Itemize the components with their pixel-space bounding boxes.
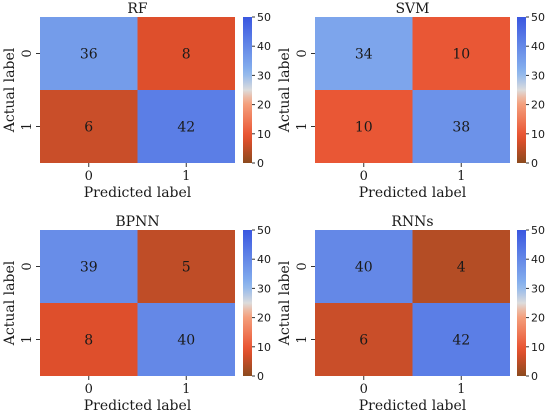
cell-value-label: 5 — [182, 260, 191, 276]
heatmap-cell — [315, 303, 413, 376]
cell-value-label: 4 — [457, 260, 466, 276]
x-tick-label: 1 — [182, 382, 190, 397]
y-tick-label: 1 — [20, 335, 35, 343]
heatmap-cell — [137, 17, 235, 90]
heatmap-cell — [40, 90, 138, 163]
colorbar-tick-label: 10 — [531, 341, 545, 354]
cell-value-label: 8 — [84, 333, 93, 349]
colorbar-tick-label: 20 — [257, 312, 271, 325]
y-axis-label: Actual label — [2, 260, 18, 346]
colorbar-tick-label: 20 — [257, 99, 271, 112]
cell-value-label: 40 — [355, 260, 373, 276]
colorbar — [517, 230, 526, 376]
colorbar-tick-label: 0 — [531, 370, 538, 383]
colorbar-tick-label: 50 — [531, 11, 545, 24]
colorbar-tick-label: 50 — [257, 224, 271, 237]
heatmap-cell — [137, 230, 235, 303]
x-tick-label: 1 — [457, 382, 465, 397]
heatmap-cell — [137, 303, 235, 376]
heatmap-cell — [412, 303, 510, 376]
colorbar-tick-label: 20 — [531, 99, 545, 112]
colorbar-tick-label: 30 — [257, 282, 271, 295]
cell-value-label: 34 — [355, 47, 373, 63]
colorbar-tick-label: 50 — [257, 11, 271, 24]
heatmap-cell — [315, 230, 413, 303]
cell-value-label: 6 — [84, 120, 93, 136]
colorbar-tick-label: 10 — [531, 128, 545, 141]
x-axis-label: Predicted label — [359, 185, 467, 201]
x-tick-label: 0 — [360, 382, 368, 397]
colorbar-tick-label: 10 — [257, 128, 271, 141]
y-tick-label: 0 — [295, 262, 310, 270]
colorbar — [243, 230, 252, 376]
colorbar-tick-label: 30 — [531, 69, 545, 82]
cell-value-label: 10 — [452, 47, 470, 63]
heatmap-cell — [137, 90, 235, 163]
heatmap-cell — [40, 303, 138, 376]
y-tick-label: 0 — [20, 49, 35, 57]
panel-title: SVM — [395, 1, 429, 17]
y-tick-label: 1 — [295, 335, 310, 343]
heatmap-cell — [315, 90, 413, 163]
colorbar-tick-label: 0 — [257, 370, 264, 383]
cell-value-label: 36 — [80, 47, 98, 63]
heatmap-cell — [40, 17, 138, 90]
x-axis-label: Predicted label — [84, 185, 192, 201]
colorbar-tick-label: 40 — [257, 253, 271, 266]
cell-value-label: 10 — [355, 120, 373, 136]
colorbar-tick-label: 30 — [531, 282, 545, 295]
cell-value-label: 38 — [452, 120, 470, 136]
y-axis-label: Actual label — [277, 47, 293, 133]
x-tick-label: 1 — [457, 169, 465, 184]
y-tick-label: 0 — [295, 49, 310, 57]
panel-title: RF — [127, 1, 148, 17]
x-tick-label: 0 — [85, 169, 93, 184]
colorbar-tick-label: 40 — [531, 40, 545, 53]
y-axis-label: Actual label — [2, 47, 18, 133]
heatmap-cell — [315, 17, 413, 90]
colorbar-tick-label: 0 — [257, 157, 264, 170]
y-tick-label: 0 — [20, 262, 35, 270]
cell-value-label: 8 — [182, 47, 191, 63]
y-tick-label: 1 — [20, 122, 35, 130]
cell-value-label: 40 — [177, 333, 195, 349]
x-tick-label: 0 — [360, 169, 368, 184]
cell-value-label: 39 — [80, 260, 98, 276]
x-tick-label: 0 — [85, 382, 93, 397]
colorbar — [243, 17, 252, 163]
x-tick-label: 1 — [182, 169, 190, 184]
x-axis-label: Predicted label — [84, 398, 192, 413]
y-tick-label: 1 — [295, 122, 310, 130]
heatmap-cell — [412, 230, 510, 303]
colorbar-tick-label: 30 — [257, 69, 271, 82]
colorbar-tick-label: 0 — [531, 157, 538, 170]
cell-value-label: 6 — [359, 333, 368, 349]
heatmap-cell — [40, 230, 138, 303]
colorbar-tick-label: 50 — [531, 224, 545, 237]
panel-title: RNNs — [391, 214, 433, 230]
colorbar-tick-label: 40 — [257, 40, 271, 53]
x-axis-label: Predicted label — [359, 398, 467, 413]
y-axis-label: Actual label — [277, 260, 293, 346]
panel-title: BPNN — [115, 214, 159, 230]
heatmap-cell — [412, 17, 510, 90]
colorbar-tick-label: 10 — [257, 341, 271, 354]
colorbar-tick-label: 20 — [531, 312, 545, 325]
colorbar — [517, 17, 526, 163]
heatmap-cell — [412, 90, 510, 163]
cell-value-label: 42 — [177, 120, 195, 136]
cell-value-label: 42 — [452, 333, 470, 349]
colorbar-tick-label: 40 — [531, 253, 545, 266]
